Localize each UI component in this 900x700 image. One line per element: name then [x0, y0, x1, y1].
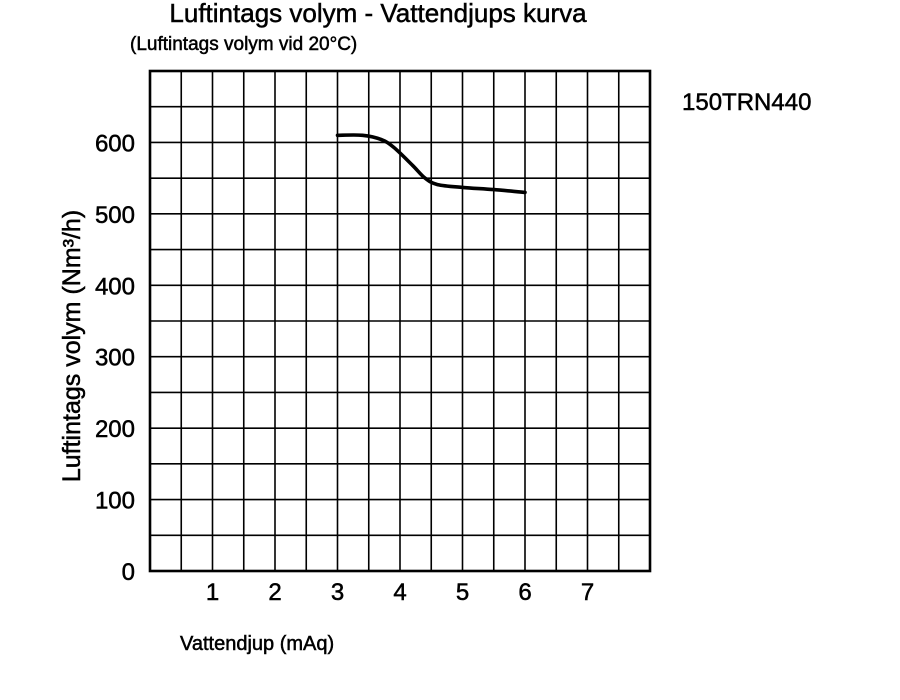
y-tick-label: 300	[95, 345, 135, 372]
grid	[150, 71, 650, 571]
x-tick-label: 4	[393, 579, 406, 606]
x-tick-label: 2	[268, 579, 281, 606]
x-tick-label: 5	[456, 579, 469, 606]
y-tick-label: 100	[95, 488, 135, 515]
x-tick-label: 7	[581, 579, 594, 606]
series-line	[335, 133, 527, 195]
chart-title: Luftintags volym - Vattendjups kurva	[169, 0, 587, 28]
x-axis-label: Vattendjup (mAq)	[180, 633, 334, 655]
chart-subtitle: (Luftintags volym vid 20°C)	[130, 34, 357, 55]
y-tick-label: 200	[95, 416, 135, 443]
plot-frame	[148, 69, 652, 573]
x-tick-label: 6	[518, 579, 531, 606]
x-tick-label: 3	[331, 579, 344, 606]
x-axis-ticks: 1 2 3 4 5 6 7	[206, 579, 595, 607]
y-tick-label: 0	[122, 559, 135, 586]
y-tick-label: 500	[95, 202, 135, 229]
x-tick-label: 1	[206, 579, 219, 606]
y-axis-ticks: 0 100 200 300 400 500 600	[95, 130, 136, 586]
y-tick-label: 400	[95, 273, 135, 300]
y-tick-label: 600	[95, 130, 135, 157]
y-axis-label: Luftintags volym (Nm³/h)	[58, 210, 86, 482]
model-label: 150TRN440	[682, 89, 811, 116]
